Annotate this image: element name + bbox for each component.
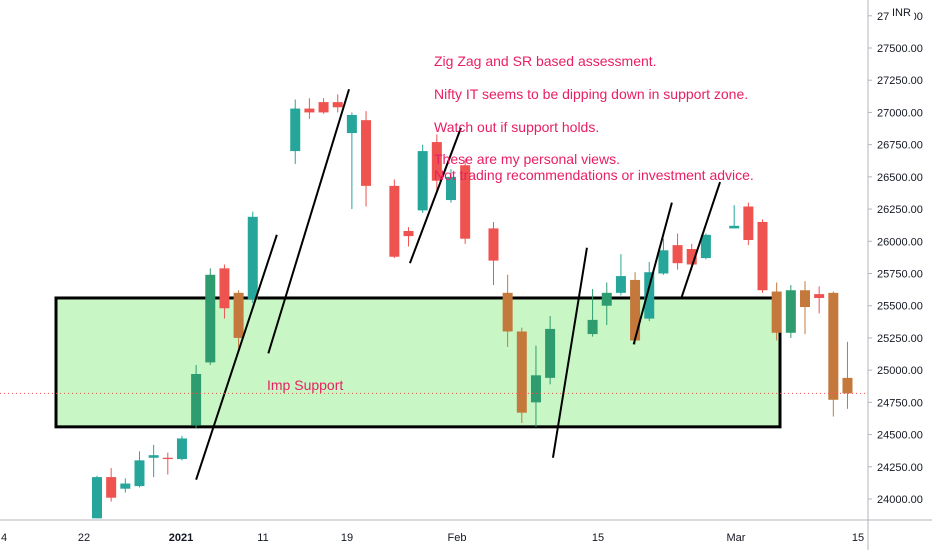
candle-body [814,294,825,298]
candle-body [785,290,796,333]
candle-body [771,291,782,333]
y-tick-label: 24750.00 [877,397,923,409]
x-tick-label: 15 [592,532,604,544]
candle-body [191,374,202,426]
candle-body [318,102,329,113]
note-line-4: These are my personal views. [434,151,620,167]
candle-body [587,319,598,335]
x-tick-label: 4 [1,532,7,544]
y-tick-label: 24000.00 [877,494,923,506]
candle-body [332,102,343,108]
candle-body [488,228,499,261]
x-ticks: 4 22 2021 11 19 Feb 15 Mar 15 [1,532,864,544]
candle-body [120,483,131,489]
y-tick-label: 26000.00 [877,236,923,248]
candle-body [502,292,513,332]
support-zone [54,296,782,429]
candle-body [446,176,456,201]
candle-body [205,274,216,363]
candle-body [800,290,810,308]
candle-body [460,165,471,239]
zigzag-lines [195,88,721,480]
candle-body [346,115,357,134]
candle-body [601,292,612,306]
candle-body [106,477,117,498]
candle-body [176,438,187,460]
note-line-1: Zig Zag and SR based assessment. [434,53,657,69]
candle-body [729,225,740,229]
candle-body [134,460,145,487]
candle-body [162,457,173,460]
candle-body [290,108,301,152]
x-tick-label: Mar [727,532,746,544]
candle-body [658,250,669,274]
note-line-5: Not trading recommendations or investmen… [434,167,754,183]
zigzag-line [632,202,673,345]
candle-body [700,234,711,259]
candle-body [743,206,754,240]
x-axis-panel [0,520,932,550]
candle-body [247,216,258,300]
candle-body [644,272,655,319]
candle-body [828,292,839,400]
y-ticks: 27750.0027500.0027250.0027000.0026750.00… [868,11,923,506]
x-tick-label: 11 [257,532,268,544]
candle-body [361,120,372,186]
candle-body [304,108,315,113]
support-zone-label: Imp Support [267,377,344,393]
candle-body [757,221,768,291]
y-tick-label: 27500.00 [877,43,923,55]
zigzag-line [680,181,721,298]
y-tick-label: 27250.00 [877,75,923,87]
y-tick-label: 25250.00 [877,333,923,345]
candle-body [630,279,641,341]
candle-body [417,151,428,211]
candle-body [431,142,442,181]
y-tick-label: 25750.00 [877,269,923,281]
note-line-2: Nifty IT seems to be dipping down in sup… [434,86,749,102]
zigzag-line [267,88,351,354]
candle-body [148,455,159,458]
y-axis-panel [868,0,932,550]
candle-body [672,245,683,264]
candle-body [403,230,414,237]
y-tick-label: 26500.00 [877,172,923,184]
y-tick-label: 26750.00 [877,140,923,152]
zigzag-line [551,247,588,458]
candle-body [530,375,541,403]
y-tick-label: 25500.00 [877,301,923,313]
y-tick-label: 24500.00 [877,430,923,442]
candle-body [233,292,244,338]
y-tick-label: 27000.00 [877,107,923,119]
candle-body [842,377,853,394]
x-tick-label: 22 [78,532,90,544]
candle-body [516,331,527,413]
currency-label: INR [889,6,914,20]
y-tick-label: 25000.00 [877,365,923,377]
candle-body [686,249,697,265]
y-tick-label: 24250.00 [877,462,923,474]
y-tick-label: 26250.00 [877,204,923,216]
x-tick-label: 19 [341,532,353,544]
candle-body [615,276,626,293]
candle-body [389,185,400,257]
x-tick-label: Feb [448,532,467,544]
x-tick-label: 15 [852,532,864,544]
candles [92,94,853,519]
note-line-3: Watch out if support holds. [434,119,600,135]
candle-body [92,477,102,519]
candle-body [545,328,556,378]
x-tick-label: 2021 [169,532,193,544]
candle-body [219,268,230,309]
zigzag-line [409,127,462,264]
zigzag-line [195,234,278,480]
